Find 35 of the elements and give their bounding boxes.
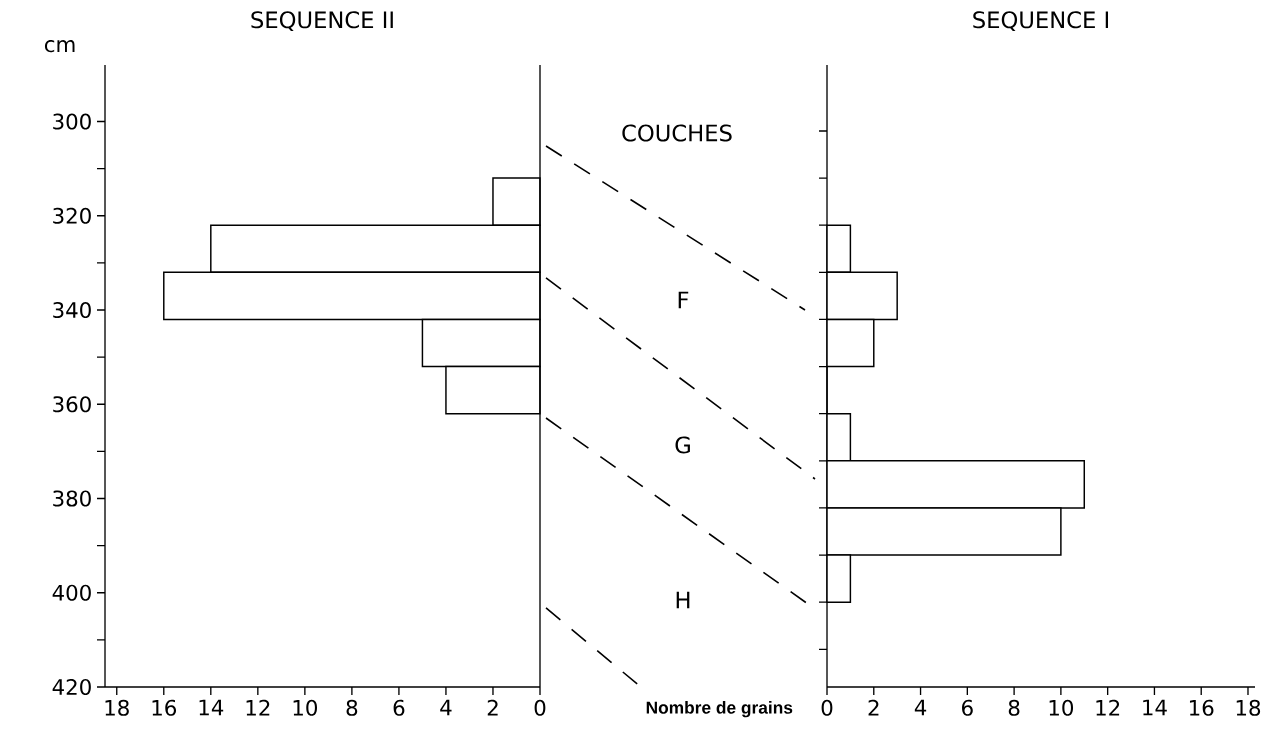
- x-tick-label: 18: [105, 699, 129, 716]
- x-tick-label: 4: [440, 699, 452, 716]
- chart-title: SEQUENCE II: [251, 11, 393, 31]
- y-tick-label: 320: [53, 207, 91, 224]
- chart-title: SEQUENCE I: [973, 11, 1108, 31]
- text: COUCHES: [622, 124, 732, 142]
- x-tick-label: 12: [1096, 699, 1120, 716]
- y-tick-label: 420: [52, 678, 91, 696]
- x-tick-label: 6: [393, 699, 405, 716]
- y-tick-label: 400: [52, 584, 91, 601]
- y-tick-label: 380: [53, 490, 91, 507]
- x-tick-label: 6: [962, 699, 973, 716]
- x-tick-label: 14: [199, 699, 224, 716]
- x-tick-label: 0: [534, 699, 546, 716]
- text: G: [675, 436, 690, 454]
- x-tick-label: 8: [1008, 699, 1020, 716]
- y-tick-label: 300: [53, 113, 91, 130]
- y-tick-label: 360: [53, 396, 91, 413]
- x-tick-label: 10: [293, 699, 318, 716]
- y-tick-label: 340: [53, 301, 91, 319]
- x-tick-label: 2: [487, 699, 498, 716]
- x-tick-label: 16: [1189, 699, 1214, 716]
- x-tick-label: 2: [868, 699, 879, 716]
- x-tick-label: 0: [821, 699, 833, 716]
- x-tick-label: 14: [1143, 699, 1167, 716]
- text: H: [676, 591, 690, 609]
- y-axis-title: cm: [44, 40, 75, 53]
- x-tick-label: 8: [346, 699, 358, 716]
- x-tick-label: 18: [1236, 699, 1261, 716]
- x-tick-label: 12: [246, 699, 270, 716]
- x-tick-label: 10: [1049, 699, 1074, 716]
- x-axis-title: Nombre de grains: [646, 701, 793, 718]
- x-tick-label: 4: [914, 699, 927, 716]
- x-tick-label: 16: [152, 699, 177, 716]
- text: F: [678, 291, 689, 309]
